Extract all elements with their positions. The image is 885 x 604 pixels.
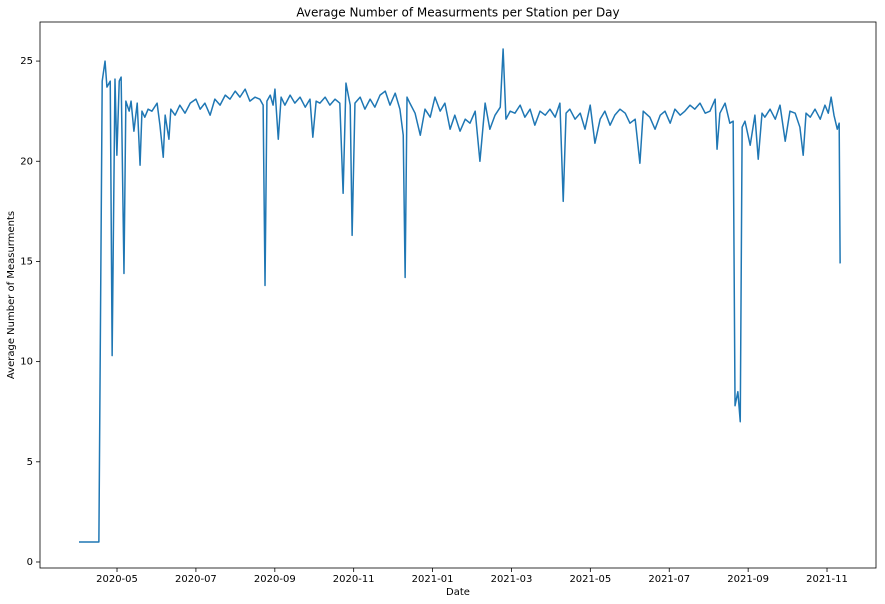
- x-tick-label: 2020-05: [96, 574, 138, 585]
- y-tick-label: 5: [27, 457, 33, 468]
- x-tick-label: 2021-01: [412, 574, 454, 585]
- y-axis-label: Average Number of Measurments: [6, 211, 17, 379]
- y-tick-label: 20: [20, 156, 33, 167]
- x-tick-label: 2021-07: [648, 574, 690, 585]
- x-tick-label: 2021-09: [727, 574, 769, 585]
- chart-title: Average Number of Measurments per Statio…: [296, 6, 619, 20]
- y-tick-label: 15: [20, 256, 33, 267]
- data-line: [79, 48, 841, 543]
- x-tick-label: 2021-05: [569, 574, 611, 585]
- x-axis-label: Date: [446, 587, 470, 598]
- y-tick-label: 25: [20, 56, 33, 67]
- x-tick-label: 2020-09: [254, 574, 296, 585]
- y-tick-label: 10: [20, 357, 33, 368]
- x-tick-label: 2020-11: [333, 574, 375, 585]
- x-tick-label: 2020-07: [175, 574, 217, 585]
- y-tick-label: 0: [27, 557, 33, 568]
- x-tick-label: 2021-03: [491, 574, 533, 585]
- plot-frame: [39, 21, 877, 569]
- x-tick-label: 2021-11: [806, 574, 848, 585]
